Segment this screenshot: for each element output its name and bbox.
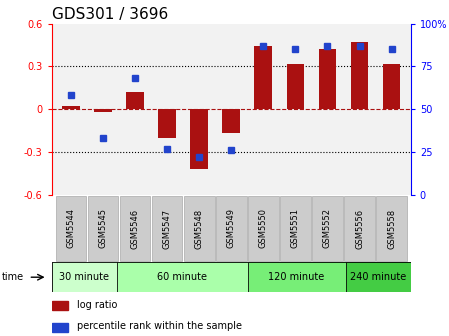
Text: log ratio: log ratio xyxy=(77,300,117,309)
Bar xyxy=(255,46,272,109)
Bar xyxy=(117,262,247,292)
Bar xyxy=(319,49,336,109)
Bar xyxy=(280,196,311,261)
Text: GSM5552: GSM5552 xyxy=(323,208,332,249)
Bar xyxy=(52,301,68,310)
Text: 30 minute: 30 minute xyxy=(59,272,109,282)
Bar xyxy=(126,92,144,109)
Text: 120 minute: 120 minute xyxy=(269,272,325,282)
Bar xyxy=(216,196,247,261)
Bar xyxy=(248,196,279,261)
Bar xyxy=(344,196,375,261)
Bar xyxy=(222,109,240,133)
Bar xyxy=(351,42,368,109)
Text: GDS301 / 3696: GDS301 / 3696 xyxy=(52,7,168,23)
Text: time: time xyxy=(2,272,24,282)
Bar xyxy=(62,107,80,109)
Text: GSM5549: GSM5549 xyxy=(227,208,236,249)
Text: 240 minute: 240 minute xyxy=(350,272,406,282)
Bar xyxy=(119,196,150,261)
Text: GSM5556: GSM5556 xyxy=(355,208,364,249)
Text: GSM5546: GSM5546 xyxy=(131,208,140,249)
Text: GSM5545: GSM5545 xyxy=(98,208,107,249)
Bar xyxy=(312,196,343,261)
Text: 60 minute: 60 minute xyxy=(157,272,207,282)
Bar xyxy=(52,323,68,332)
Bar xyxy=(52,262,117,292)
Bar xyxy=(88,196,119,261)
Bar xyxy=(158,109,176,138)
Text: GSM5558: GSM5558 xyxy=(387,208,396,249)
Text: GSM5547: GSM5547 xyxy=(163,208,172,249)
Text: GSM5550: GSM5550 xyxy=(259,208,268,249)
Text: GSM5544: GSM5544 xyxy=(66,208,75,249)
Text: GSM5548: GSM5548 xyxy=(195,208,204,249)
Bar xyxy=(184,196,215,261)
Bar xyxy=(346,262,411,292)
Bar xyxy=(190,109,208,169)
Bar xyxy=(383,64,401,109)
Bar xyxy=(56,196,86,261)
Bar xyxy=(152,196,182,261)
Text: GSM5551: GSM5551 xyxy=(291,208,300,249)
Bar xyxy=(376,196,407,261)
Bar xyxy=(94,109,112,112)
Bar xyxy=(247,262,346,292)
Bar xyxy=(286,64,304,109)
Text: percentile rank within the sample: percentile rank within the sample xyxy=(77,322,242,331)
